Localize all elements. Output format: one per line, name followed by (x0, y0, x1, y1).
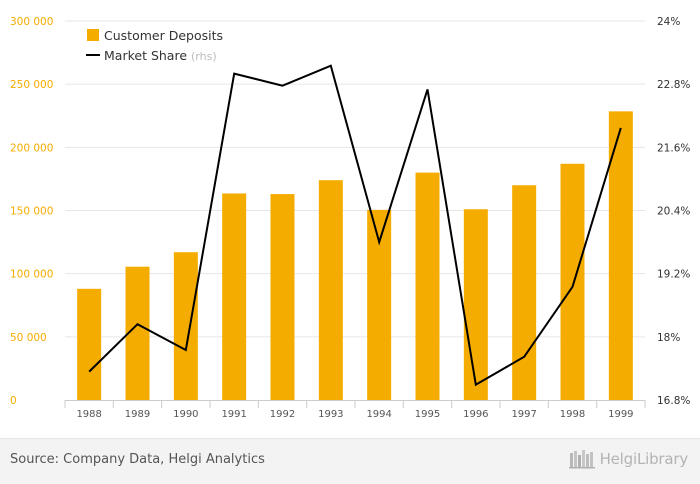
bar-1992[interactable] (270, 194, 295, 400)
bar-1990[interactable] (173, 252, 198, 400)
x-tick-label: 1989 (125, 409, 150, 420)
right-tick-label: 18% (657, 332, 680, 344)
footer: Source: Company Data, Helgi Analytics He… (0, 438, 700, 484)
bar-1999[interactable] (608, 111, 633, 400)
bar-1996[interactable] (463, 209, 488, 400)
market-share-line (88, 64, 622, 387)
x-tick-label: 1988 (76, 409, 101, 420)
bar-1998[interactable] (560, 163, 585, 400)
brand-logo[interactable]: HelgiLibrary (568, 449, 689, 469)
gridlines (65, 20, 645, 338)
x-tick-label: 1996 (463, 409, 488, 420)
left-tick-label: 0 (10, 395, 17, 407)
right-tick-label: 22.8% (657, 79, 690, 91)
brand-name: HelgiLibrary (599, 450, 689, 468)
right-axis: 16.8% 18% 19.2% 20.4% 21.6% 22.8% 24% (657, 16, 690, 407)
bar-1991[interactable] (222, 193, 247, 400)
bar-1988[interactable] (77, 288, 102, 400)
legend-market-share-name: Market Share (104, 48, 187, 63)
x-tick-label: 1998 (560, 409, 585, 420)
legend-label-market-share[interactable]: Market Share (rhs) (104, 48, 217, 63)
right-tick-label: 24% (657, 16, 680, 28)
bar-1997[interactable] (512, 185, 537, 400)
right-tick-label: 16.8% (657, 395, 690, 407)
x-tick-label: 1990 (173, 409, 198, 420)
bar-1995[interactable] (415, 172, 440, 400)
x-tick-label: 1992 (270, 409, 295, 420)
x-tick-label: 1999 (608, 409, 633, 420)
x-axis: 1988 1989 1990 1991 1992 1993 1994 1995 1996 1997… (64, 400, 646, 420)
x-tick-label: 1993 (318, 409, 343, 420)
left-tick-label: 300 000 (10, 16, 53, 28)
right-tick-label: 21.6% (657, 142, 690, 154)
legend-label-deposits[interactable]: Customer Deposits (104, 28, 223, 43)
left-tick-label: 150 000 (10, 206, 53, 218)
right-tick-label: 20.4% (657, 206, 690, 218)
market-share-path[interactable] (88, 64, 622, 387)
left-tick-label: 100 000 (10, 269, 53, 281)
source-text: Source: Company Data, Helgi Analytics (10, 452, 265, 467)
deposit-bars (77, 111, 633, 400)
library-books-icon (568, 450, 595, 469)
bar-1993[interactable] (318, 180, 343, 400)
x-tick-label: 1995 (415, 409, 440, 420)
legend-swatch-deposits (87, 29, 99, 41)
x-tick-label: 1994 (366, 409, 391, 420)
left-tick-label: 200 000 (10, 142, 53, 154)
right-tick-label: 19.2% (657, 269, 690, 281)
x-tick-label: 1991 (221, 409, 246, 420)
legend-rhs-note: (rhs) (191, 50, 217, 63)
legend: Customer Deposits Market Share (rhs) (86, 28, 223, 63)
x-tick-label: 1997 (511, 409, 536, 420)
left-tick-label: 250 000 (10, 79, 53, 91)
left-axis: 0 50 000 100 000 150 000 200 000 250 000 300 0… (10, 16, 53, 407)
left-tick-label: 50 000 (10, 332, 47, 344)
